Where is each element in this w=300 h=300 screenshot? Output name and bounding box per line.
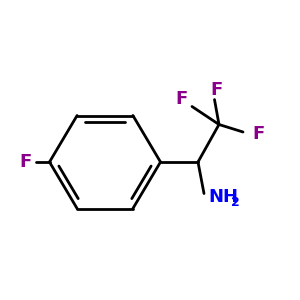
Text: F: F <box>252 125 264 143</box>
Text: F: F <box>20 153 32 171</box>
Text: F: F <box>210 81 222 99</box>
Text: 2: 2 <box>231 196 240 209</box>
Text: F: F <box>176 90 188 108</box>
Text: NH: NH <box>208 188 238 206</box>
